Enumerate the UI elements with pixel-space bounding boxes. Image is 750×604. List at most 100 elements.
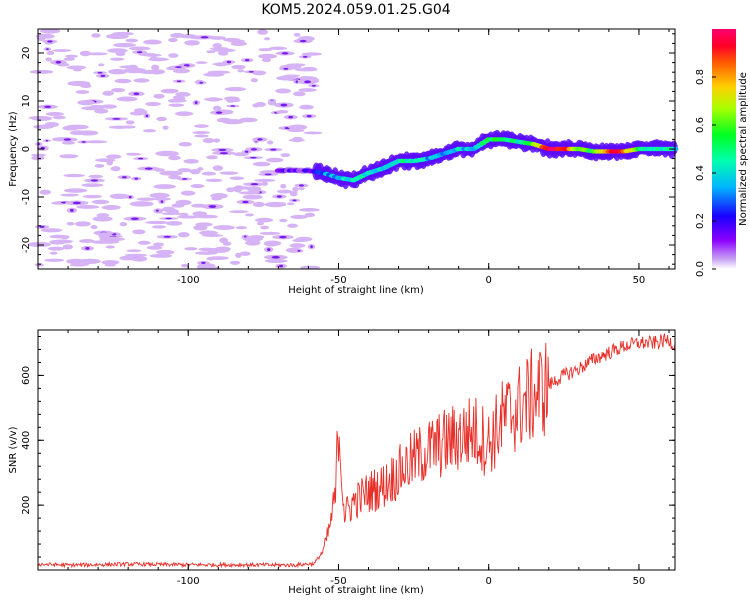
noise-core xyxy=(267,248,271,252)
noise-blob xyxy=(107,48,128,53)
noise-core xyxy=(306,115,312,118)
noise-core xyxy=(165,217,172,220)
noise-blob xyxy=(275,109,289,114)
noise-core xyxy=(145,114,149,118)
noise-core xyxy=(144,167,153,170)
noise-blob xyxy=(172,68,191,74)
noise-blob xyxy=(46,50,55,56)
noise-blob xyxy=(264,37,271,41)
noise-blob xyxy=(290,214,308,220)
noise-blob xyxy=(63,57,76,61)
noise-blob xyxy=(192,211,208,217)
noise-core xyxy=(208,205,217,208)
noise-core xyxy=(304,80,311,84)
noise-blob xyxy=(39,189,52,195)
noise-blob xyxy=(275,88,292,94)
noise-core xyxy=(128,195,132,199)
noise-blob xyxy=(132,256,147,262)
noise-blob xyxy=(125,152,141,156)
noise-blob xyxy=(137,240,151,245)
noise-core xyxy=(249,156,257,159)
y-tick-label: 10 xyxy=(21,95,32,108)
noise-blob xyxy=(88,174,104,179)
noise-core xyxy=(264,173,272,176)
noise-blob xyxy=(101,204,121,211)
noise-blob xyxy=(287,202,295,206)
noise-core xyxy=(302,55,308,58)
noise-blob xyxy=(35,33,55,39)
noise-core xyxy=(243,235,247,238)
colorbar-tick-label: 0.4 xyxy=(695,165,706,181)
noise-blob xyxy=(230,41,247,47)
noise-core xyxy=(72,201,81,205)
noise-blob xyxy=(39,28,61,34)
noise-core xyxy=(218,148,227,152)
noise-blob xyxy=(180,190,196,196)
noise-blob xyxy=(162,206,175,212)
noise-blob xyxy=(63,173,85,178)
noise-blob xyxy=(75,90,90,94)
noise-blob xyxy=(149,253,173,258)
noise-blob xyxy=(66,222,75,226)
noise-blob xyxy=(101,239,120,244)
noise-blob xyxy=(199,230,218,236)
noise-blob xyxy=(213,138,221,143)
noise-core xyxy=(245,58,250,62)
noise-blob xyxy=(148,69,166,75)
noise-blob xyxy=(303,131,323,135)
noise-blob xyxy=(267,140,274,145)
noise-blob xyxy=(126,249,142,253)
noise-blob xyxy=(177,212,189,216)
noise-blob xyxy=(211,197,222,201)
noise-core xyxy=(136,51,143,54)
noise-blob xyxy=(108,68,128,75)
noise-core xyxy=(121,176,127,179)
colorbar-gradient xyxy=(712,29,736,269)
noise-blob xyxy=(181,263,189,268)
noise-blob xyxy=(168,37,178,43)
noise-blob xyxy=(110,57,125,61)
noise-blob xyxy=(194,134,209,138)
noise-core xyxy=(298,184,304,187)
noise-blob xyxy=(263,240,282,246)
noise-blob xyxy=(255,217,274,223)
noise-core xyxy=(270,148,277,151)
noise-blob xyxy=(44,258,65,262)
noise-blob xyxy=(61,141,75,145)
noise-blob xyxy=(194,251,218,255)
noise-core xyxy=(288,115,294,119)
snr-y-label: SNR (v/v) xyxy=(8,426,19,473)
noise-core xyxy=(250,183,259,186)
noise-blob xyxy=(237,69,245,73)
noise-blob xyxy=(258,53,277,59)
noise-core xyxy=(44,105,52,109)
noise-core xyxy=(226,60,232,64)
noise-blob xyxy=(65,124,89,130)
noise-blob xyxy=(231,64,246,70)
noise-blob xyxy=(143,39,162,45)
x-tick-label: -50 xyxy=(330,275,346,286)
noise-blob xyxy=(300,265,321,270)
noise-blob xyxy=(94,108,109,114)
noise-blob xyxy=(201,171,217,176)
noise-blob xyxy=(267,100,277,106)
noise-blob xyxy=(136,197,156,201)
noise-core xyxy=(276,195,282,198)
noise-blob xyxy=(222,118,245,125)
noise-blob xyxy=(152,197,172,201)
noise-blob xyxy=(60,193,80,197)
noise-blob xyxy=(245,213,254,217)
noise-blob xyxy=(203,72,225,77)
y-tick-label: 400 xyxy=(21,431,32,450)
noise-blob xyxy=(45,57,52,62)
noise-blob xyxy=(239,251,251,256)
noise-blob xyxy=(102,90,114,96)
noise-core xyxy=(283,67,289,70)
noise-core xyxy=(242,200,249,204)
noise-blob xyxy=(40,228,63,233)
noise-core xyxy=(271,255,280,259)
noise-blob xyxy=(279,218,288,223)
noise-blob xyxy=(79,239,95,243)
noise-blob xyxy=(87,52,108,56)
